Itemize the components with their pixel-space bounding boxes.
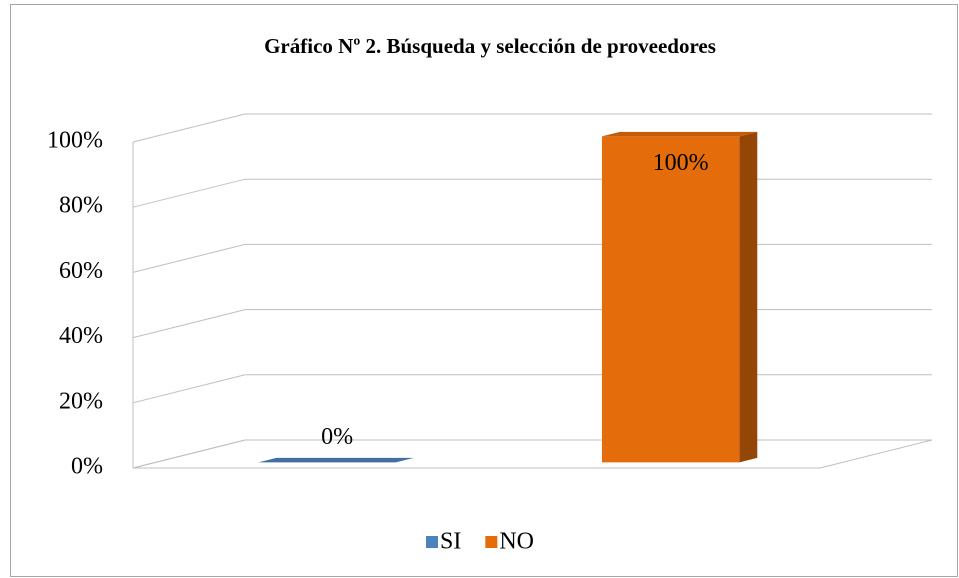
y-tick-label: 80% [59, 193, 103, 219]
y-tick-label: 0% [71, 454, 103, 480]
grid-line [132, 113, 932, 143]
bar-top [258, 457, 414, 463]
chart-title: Gráfico Nº 2. Búsqueda y selección de pr… [264, 34, 716, 58]
y-tick-label: 100% [47, 128, 103, 154]
legend-label: SI [440, 529, 461, 555]
chart-frame [10, 4, 958, 577]
value-label: 100% [653, 150, 709, 176]
y-tick-label: 20% [59, 388, 103, 414]
y-tick-label: 60% [59, 258, 103, 284]
bar-top [601, 131, 758, 137]
legend-swatch [485, 536, 498, 548]
y-tick-label: 40% [59, 323, 103, 349]
legend-label: NO [499, 529, 534, 555]
legend-swatch [426, 536, 438, 548]
value-label: 0% [321, 424, 353, 450]
bar-side [739, 131, 758, 463]
bar-front [601, 136, 740, 463]
